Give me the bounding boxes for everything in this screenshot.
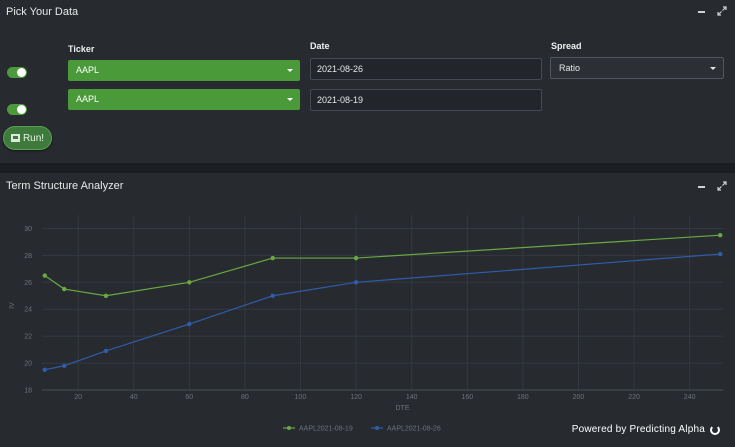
series-line: [44, 253, 721, 371]
row2-ticker-select[interactable]: AAPL: [68, 89, 300, 110]
row1-date-value: 2021-08-26: [317, 64, 364, 74]
data-point: [103, 348, 109, 354]
expand-icon[interactable]: [717, 6, 727, 16]
x-tick-label: 100: [295, 394, 307, 401]
data-point: [62, 363, 67, 368]
flag-icon: [10, 134, 20, 142]
x-tick-label: 80: [241, 394, 249, 401]
minimize-icon[interactable]: [697, 6, 707, 16]
expand-icon[interactable]: [717, 181, 727, 191]
panel-divider: [0, 163, 735, 173]
row1-ticker-value: AAPL: [76, 65, 100, 75]
toggle-knob: [17, 105, 26, 114]
legend-label: AAPL2021-08-26: [387, 426, 441, 433]
legend-marker: [287, 426, 291, 430]
x-tick-label: 200: [573, 394, 585, 401]
spread-value: Ratio: [559, 63, 581, 73]
x-tick-label: 120: [350, 394, 362, 401]
pick-data-panel: Pick Your Data Ticker Date Spread AAPL 2…: [0, 0, 735, 163]
toggle-knob: [17, 68, 26, 77]
data-point: [42, 367, 47, 373]
x-tick-label: 240: [684, 394, 696, 401]
x-axis-label: DTE: [396, 405, 410, 412]
x-tick-label: 180: [517, 394, 529, 401]
row2-date-value: 2021-08-19: [317, 95, 364, 105]
row1-date-input[interactable]: 2021-08-26: [310, 58, 542, 80]
series-line: [44, 234, 721, 297]
term-structure-panel: Term Structure Analyzer 20 40 60 80 100 120 14…: [0, 173, 735, 447]
data-point: [353, 280, 359, 285]
x-tick-label: 160: [461, 394, 473, 401]
data-point: [718, 232, 723, 238]
x-tick-label: 20: [74, 394, 82, 401]
chart-svg: 20 40 60 80 100 120 140 160 180 200 220 240 18 20 22 24…: [9, 215, 723, 433]
data-point: [187, 280, 192, 285]
run-button[interactable]: Run!: [3, 126, 52, 150]
panel-controls: [697, 6, 727, 16]
y-tick-label: 28: [24, 253, 32, 260]
chevron-down-icon: [287, 69, 293, 72]
spread-label: Spread: [551, 41, 582, 51]
data-point: [42, 273, 47, 278]
chevron-down-icon: [287, 98, 293, 101]
y-tick-label: 22: [24, 334, 32, 341]
y-tick-label: 30: [24, 226, 32, 233]
refresh-icon: [710, 424, 720, 435]
branding: Powered by Predicting Alpha: [572, 424, 720, 435]
data-point: [718, 251, 723, 257]
panel-title: Term Structure Analyzer: [6, 180, 124, 192]
data-point: [270, 255, 275, 261]
y-axis-label: IV: [9, 302, 16, 309]
row2-date-input[interactable]: 2021-08-19: [310, 89, 542, 111]
branding-text: Powered by Predicting Alpha: [571, 424, 705, 435]
panel-controls: [697, 181, 727, 191]
row2-ticker-value: AAPL: [76, 94, 100, 104]
x-tick-label: 40: [130, 394, 138, 401]
y-tick-label: 26: [24, 280, 32, 287]
x-tick-label: 60: [185, 394, 193, 401]
term-structure-chart: 20 40 60 80 100 120 140 160 180 200 220 240 18 20 22 24…: [0, 198, 735, 447]
chevron-down-icon: [710, 67, 716, 70]
legend-item: AAPL2021-08-26: [371, 426, 441, 433]
y-tick-label: 24: [24, 307, 32, 314]
y-tick-label: 18: [24, 388, 32, 395]
row1-ticker-select[interactable]: AAPL: [68, 60, 300, 81]
x-tick-label: 140: [406, 394, 418, 401]
row2-toggle[interactable]: [7, 104, 27, 115]
data-point: [103, 293, 109, 298]
row1-toggle[interactable]: [7, 67, 27, 78]
legend-item: AAPL2021-08-19: [283, 426, 353, 433]
run-button-label: Run!: [22, 132, 45, 144]
data-point: [270, 293, 275, 298]
x-tick-label: 220: [628, 394, 640, 401]
data-point: [187, 321, 192, 327]
date-label: Date: [310, 41, 330, 51]
ticker-label: Ticker: [68, 44, 95, 54]
panel-title: Pick Your Data: [6, 6, 79, 18]
spread-select[interactable]: Ratio: [550, 57, 724, 79]
legend-label: AAPL2021-08-19: [299, 426, 353, 433]
minimize-icon[interactable]: [697, 181, 707, 191]
y-tick-label: 20: [24, 361, 32, 368]
data-point: [353, 255, 359, 261]
legend-marker: [375, 426, 379, 430]
data-point: [62, 286, 67, 292]
